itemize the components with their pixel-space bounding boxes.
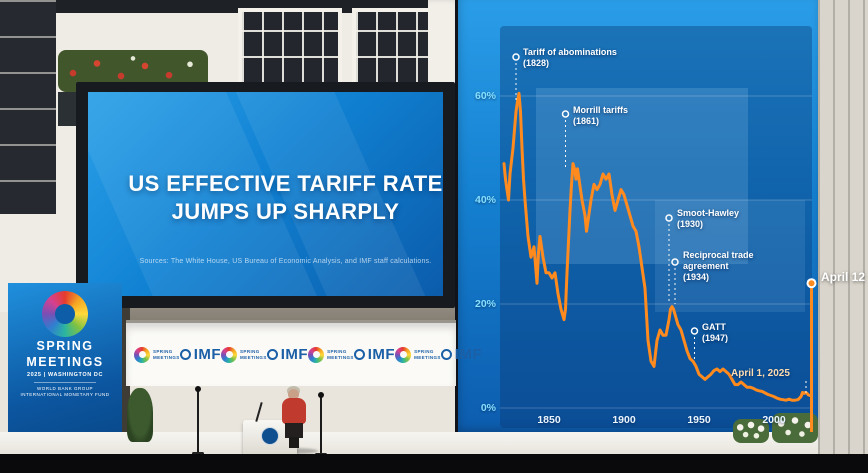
building-wall-right [818,0,868,454]
imf-logo: IMF [440,346,483,363]
speaker-person [279,386,309,450]
presentation-screen-frame: US EFFECTIVE TARIFF RATE JUMPS UP SHARPL… [76,82,455,308]
spring-meetings-logo: SPRING MEETINGS [308,346,354,363]
rosette-icon [308,346,325,363]
sponsor-logo-banner: SPRING MEETINGS IMF SPRING MEETINGS IMF SP… [126,320,482,386]
imf-rosette-logo-icon [42,291,88,337]
y-axis-tick-0: 0% [480,402,496,414]
banner-meetings-text: MEETINGS [153,354,180,360]
presentation-screen: US EFFECTIVE TARIFF RATE JUMPS UP SHARPL… [88,92,443,296]
imf-wordmark: IMF [280,346,309,363]
stage-plant [127,388,153,442]
slide-title-line2: JUMPS UP SHARPLY [171,199,400,224]
imf-logo: IMF [266,346,309,363]
annotation-april-1-2025: April 1, 2025 [731,368,790,379]
speaker-red-jacket [282,398,306,424]
x-axis-tick-2000: 2000 [762,414,786,426]
imf-wordmark: IMF [367,346,396,363]
banner-meetings-text: MEETINGS [240,354,267,360]
imf-seal-icon [266,349,278,360]
banner-spring-text: SPRING [414,349,434,354]
backdrop-spring: SPRING [36,339,94,353]
y-axis-tick-40: 40% [474,194,496,206]
annotation-label: GATT [702,322,726,332]
imf-wordmark: IMF [193,346,222,363]
annotation-label: Tariff of abominations [523,47,617,57]
annotation-smoot-hawley: Smoot-Hawley (1930) [677,208,767,230]
backdrop-meetings: MEETINGS [26,355,104,369]
rosette-icon [395,346,412,363]
annotation-april-12: April 12 [821,270,866,284]
stage-flower-arrangement [733,419,769,443]
rosette-icon [221,346,238,363]
annotation-year: (1828) [523,58,550,68]
slide-title-line1: US EFFECTIVE TARIFF RATE [128,171,443,196]
imf-seal-icon [440,349,452,360]
x-axis-tick-1900: 1900 [612,414,636,426]
spring-meetings-backdrop: SPRING MEETINGS 2025 | WASHINGTON DC WOR… [8,283,122,433]
imf-seal-icon [353,349,365,360]
speaker-skirt [285,423,303,438]
x-axis-tick-1850: 1850 [537,414,561,426]
annotation-reciprocal-trade: Reciprocal trade agreement (1934) [683,250,771,283]
annotation-morrill-tariffs: Morrill tariffs (1861) [573,105,663,127]
microphone-stand [192,386,204,455]
banner-spring-text: SPRING [327,349,347,354]
backdrop-world-bank: WORLD BANK GROUP [36,386,93,391]
y-axis-tick-60: 60% [474,90,496,102]
annotation-label: Reciprocal trade agreement [683,250,754,271]
banner-spring-text: SPRING [153,349,173,354]
y-axis-tick-20: 20% [474,298,496,310]
stage-floor [0,432,868,454]
annotation-label: Smoot-Hawley [677,208,740,218]
imf-podium-seal-icon [261,427,279,445]
spring-meetings-logo: SPRING MEETINGS [221,346,267,363]
microphone-stand [315,392,327,456]
backdrop-year-city: 2025 | WASHINGTON DC [26,372,104,378]
spring-meetings-logo: SPRING MEETINGS [395,346,441,363]
annotation-year: (1930) [677,219,704,229]
slide-title: US EFFECTIVE TARIFF RATE JUMPS UP SHARPL… [128,170,443,226]
annotation-tariff-of-abominations: Tariff of abominations (1828) [523,47,635,69]
imf-wordmark: IMF [454,346,483,363]
slide-sources: Sources: The White House, US Bureau of E… [139,258,432,265]
banner-spring-text: SPRING [240,349,260,354]
rosette-icon [134,346,150,363]
annotation-year: (1934) [683,272,710,282]
building-window-left [0,0,56,214]
imf-logo: IMF [179,346,222,363]
speaker-legs [289,437,299,448]
banner-meetings-text: MEETINGS [414,354,441,360]
backdrop-imf: INTERNATIONAL MONETARY FUND [20,392,110,397]
speaker-head [288,389,299,400]
backdrop-divider [34,382,96,383]
annotation-label: Morrill tariffs [573,105,629,115]
annotation-gatt: GATT (1947) [702,322,762,344]
spring-meetings-logo: SPRING MEETINGS [134,346,180,363]
x-axis-tick-1950: 1950 [687,414,711,426]
annotation-year: (1861) [573,116,600,126]
banner-meetings-text: MEETINGS [327,354,354,360]
annotation-year: (1947) [702,333,729,343]
imf-logo: IMF [353,346,396,363]
stage-front-edge [0,454,868,473]
imf-seal-icon [179,349,191,360]
